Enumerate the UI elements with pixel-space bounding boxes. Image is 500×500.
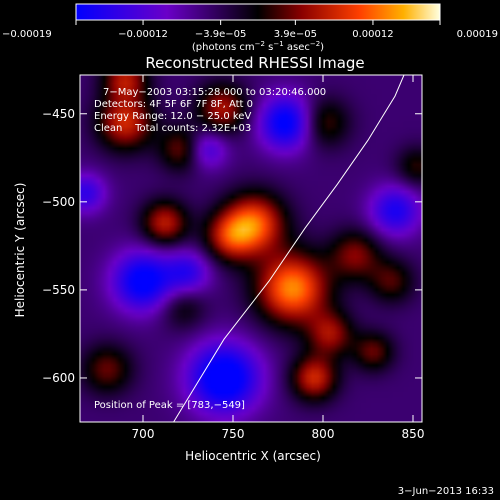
colorbar-tick-label: −0.00012 (118, 29, 168, 40)
colorbar-unit: (photons cm−2 s−1 asec−2) (192, 40, 324, 53)
plot-frame (79, 74, 423, 423)
y-tick-label: −450 (42, 107, 75, 121)
colorbar-ticks: −0.00019 −0.00012 −3.9e−05 3.9e−05 0.00012 0.… (2, 20, 498, 40)
colorbar-tick-label: 3.9e−05 (274, 29, 317, 40)
annotation-clean: Clean Total counts: 2.32E+03 (94, 123, 251, 134)
solar-limb-curve (173, 75, 405, 422)
axis-ticks: 700 750 800 850 −450 −500 −550 −600 (42, 75, 424, 441)
peak-position-label: Position of Peak = [783,−549] (94, 400, 245, 411)
colorbar (75, 3, 441, 21)
colorbar-tick-label: −0.00019 (2, 29, 52, 40)
x-tick-label: 700 (132, 427, 155, 441)
colorbar-tick-label: 0.00012 (352, 29, 393, 40)
render-timestamp: 3−Jun−2013 16:33 (398, 486, 494, 497)
annotation-detectors: Detectors: 4F 5F 6F 7F 8F, Att 0 (94, 99, 253, 110)
colorbar-tick-label: 0.00019 (457, 29, 498, 40)
colorbar-tick-label: −3.9e−05 (195, 29, 247, 40)
y-tick-label: −500 (42, 195, 75, 209)
annotation-time: 7−May−2003 03:15:28.000 to 03:20:46.000 (103, 87, 326, 98)
y-tick-label: −600 (42, 371, 75, 385)
heatmap-image (80, 75, 422, 422)
x-axis-label: Heliocentric X (arcsec) (185, 449, 321, 463)
x-tick-label: 850 (402, 427, 425, 441)
chart-title: Reconstructed RHESSI Image (145, 54, 364, 72)
y-tick-label: −550 (42, 283, 75, 297)
y-axis-label: Heliocentric Y (arcsec) (13, 183, 27, 318)
annotation-energy: Energy Range: 12.0 − 25.0 keV (94, 111, 251, 122)
x-tick-label: 800 (312, 427, 335, 441)
x-tick-label: 750 (222, 427, 245, 441)
